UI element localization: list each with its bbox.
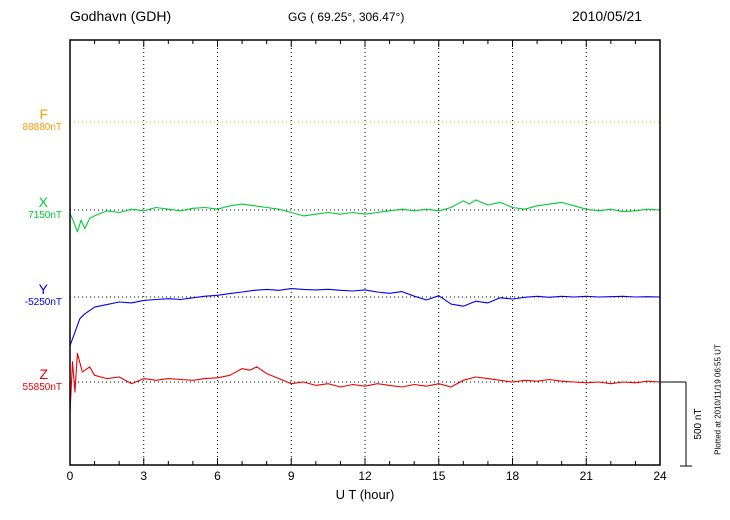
geographic-coords-label: GG ( 69.25°, 306.47°): [288, 10, 405, 24]
channel-label-Y: Y -5250nT: [2, 282, 62, 309]
x-tick-label: 3: [140, 469, 148, 483]
x-tick-label: 12: [358, 469, 372, 483]
channel-baseline-value: 7150nT: [28, 210, 62, 221]
channel-baseline-value: -5250nT: [24, 297, 62, 308]
channel-name: Y: [38, 281, 48, 297]
x-tick-label: 18: [505, 469, 520, 483]
channel-label-X: X 7150nT: [2, 195, 62, 222]
scale-bar-label: 500 nT: [693, 408, 704, 440]
x-tick-label: 9: [287, 469, 295, 483]
x-tick-label: 21: [579, 469, 593, 483]
channel-name: F: [39, 106, 48, 122]
x-tick-label: 24: [653, 469, 667, 483]
date-label: 2010/05/21: [572, 8, 643, 24]
x-axis-tick-labels: 0 3 6 9 12 15 18 21 24: [0, 469, 730, 483]
channel-baseline-value: 55850nT: [22, 382, 62, 393]
channel-baseline-value: 88880nT: [22, 122, 62, 133]
channel-label-Z: Z 55850nT: [2, 367, 62, 394]
channel-name: Z: [39, 366, 48, 382]
station-title: Godhavn (GDH): [70, 8, 172, 24]
plotted-at-timestamp: Plotted at 2010/11/19 06:55 UT: [713, 344, 723, 455]
x-tick-label: 15: [432, 469, 446, 483]
x-axis-title: U T (hour): [335, 487, 395, 502]
x-tick-label: 6: [214, 469, 221, 483]
channel-label-F: F 88880nT: [2, 107, 62, 134]
channel-name: X: [38, 194, 48, 210]
x-tick-label: 0: [66, 469, 74, 483]
